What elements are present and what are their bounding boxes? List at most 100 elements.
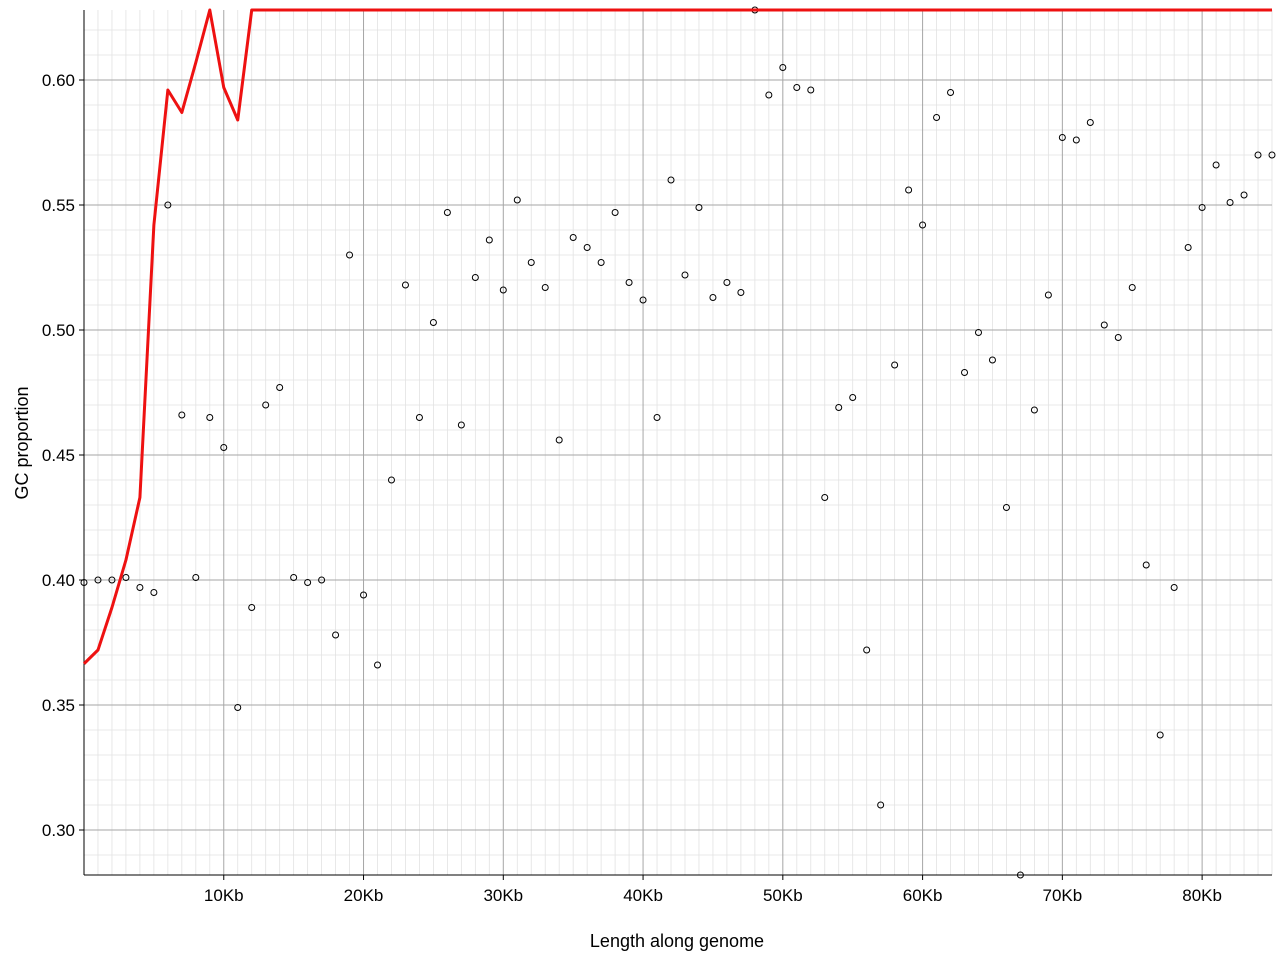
plot-frame <box>83 10 1272 876</box>
x-tick-label: 80Kb <box>1182 886 1222 905</box>
data-point <box>206 414 214 421</box>
data-point <box>737 289 745 296</box>
y-tick-label: 0.55 <box>42 196 75 215</box>
data-point <box>723 279 731 286</box>
y-axis-label: GC proportion <box>12 386 32 499</box>
data-point <box>192 574 200 581</box>
data-point <box>136 584 144 591</box>
data-point <box>471 274 479 281</box>
plot-background <box>84 10 1272 875</box>
data-point <box>1100 321 1108 329</box>
data-point <box>625 279 633 286</box>
data-point <box>891 361 899 369</box>
data-point <box>401 281 409 289</box>
x-tick-label: 20Kb <box>344 886 384 905</box>
data-point <box>346 251 354 259</box>
data-point <box>1044 291 1052 299</box>
data-point <box>1170 584 1178 591</box>
data-point <box>1058 134 1066 141</box>
data-point <box>919 221 927 229</box>
x-tick-label: 10Kb <box>204 886 244 905</box>
y-tick-label: 0.35 <box>42 696 75 715</box>
data-point <box>653 414 661 421</box>
data-point <box>499 286 507 294</box>
data-point <box>947 89 955 96</box>
data-point <box>220 444 228 451</box>
data-point <box>122 574 130 581</box>
data-point <box>974 329 982 336</box>
data-point <box>513 196 521 204</box>
data-point <box>1002 504 1010 511</box>
data-point <box>695 204 703 211</box>
y-tick-label: 0.45 <box>42 446 75 465</box>
data-point <box>429 319 437 326</box>
data-point <box>765 91 773 99</box>
data-point <box>150 589 158 596</box>
data-point <box>1030 406 1038 414</box>
x-tick-label: 60Kb <box>903 886 943 905</box>
data-point <box>1198 204 1206 211</box>
data-point <box>988 356 996 364</box>
data-point <box>863 646 871 654</box>
data-point <box>667 176 675 184</box>
data-point <box>821 494 829 501</box>
data-point <box>639 296 647 304</box>
minor-grid <box>84 10 1273 875</box>
data-point <box>374 661 382 669</box>
data-point <box>1142 561 1150 569</box>
data-point <box>290 574 298 581</box>
gc-skew-line <box>82 8 1272 665</box>
data-point <box>681 271 689 279</box>
data-point <box>541 284 549 291</box>
data-point <box>276 384 284 391</box>
data-point <box>569 234 577 241</box>
data-point <box>304 579 312 586</box>
x-tick-label: 30Kb <box>483 886 523 905</box>
data-point <box>1114 334 1122 341</box>
data-point <box>611 209 619 216</box>
data-point <box>387 476 395 484</box>
data-point <box>1016 871 1024 879</box>
data-point <box>332 631 340 639</box>
x-tick-label: 40Kb <box>623 886 663 905</box>
data-point <box>793 84 801 91</box>
y-axis-ticks: 0.30 0.35 0.40 0.45 0.50 0.55 0.60 <box>42 71 84 840</box>
data-point <box>1268 151 1276 159</box>
data-point <box>262 401 270 409</box>
data-point <box>178 411 186 419</box>
y-tick-label: 0.60 <box>42 71 75 90</box>
y-tick-label: 0.40 <box>42 571 75 590</box>
data-point <box>779 64 787 71</box>
data-point <box>961 369 969 376</box>
data-point <box>849 394 857 401</box>
x-tick-label: 50Kb <box>763 886 803 905</box>
y-tick-label: 0.50 <box>42 321 75 340</box>
data-point <box>164 201 172 209</box>
data-point <box>443 209 451 216</box>
major-grid <box>84 10 1272 875</box>
data-point <box>555 436 563 444</box>
data-point <box>318 576 326 584</box>
data-point <box>835 404 843 411</box>
data-point <box>1086 119 1094 126</box>
data-point <box>1128 284 1136 291</box>
data-point <box>905 186 913 194</box>
data-point <box>108 576 116 584</box>
data-point <box>248 604 256 611</box>
data-point <box>597 259 605 266</box>
data-point <box>94 576 102 584</box>
y-tick-label: 0.30 <box>42 821 75 840</box>
data-point <box>415 414 423 421</box>
data-point <box>1240 191 1248 199</box>
x-tick-label: 70Kb <box>1043 886 1083 905</box>
data-point <box>360 591 368 599</box>
data-point <box>527 259 535 266</box>
data-point <box>709 294 717 301</box>
data-point <box>1156 731 1164 739</box>
data-point <box>933 114 941 121</box>
data-point <box>877 801 885 809</box>
data-point <box>485 236 493 244</box>
data-point <box>1184 244 1192 251</box>
